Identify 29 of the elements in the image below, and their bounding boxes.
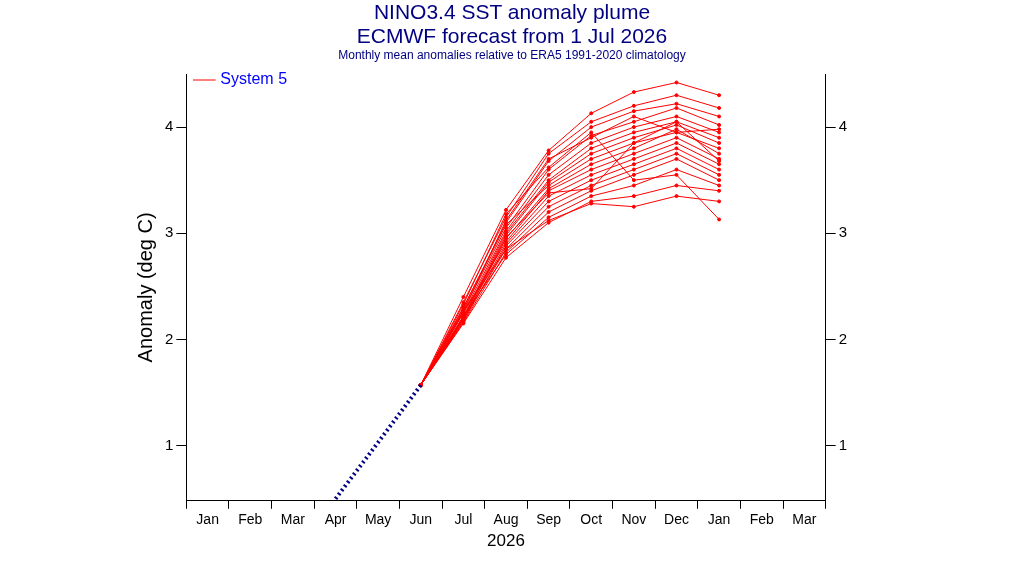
x-tick-label: Jan	[196, 511, 219, 528]
y2-tick-label: 4	[838, 117, 847, 135]
x-tick-label: Apr	[324, 511, 347, 528]
x-tick-label: Jul	[454, 511, 473, 528]
text: Monthly mean anomalies relative to ERA5 1991-2020 climatology	[337, 48, 687, 62]
x-tick-label: May	[364, 511, 392, 528]
y-tick-label: 1	[165, 435, 174, 453]
y-axis-title: Anomaly (deg C)	[133, 212, 156, 363]
legend-label: System 5	[220, 70, 288, 88]
y-tick-label: 2	[165, 329, 174, 347]
y2-tick-label: 3	[838, 223, 847, 241]
y-tick-label: 3	[165, 223, 174, 241]
y-tick-label: 4	[165, 117, 174, 135]
x-tick-label: Mar	[792, 511, 817, 528]
x-tick-label: Aug	[493, 511, 519, 528]
x-tick-label: Feb	[238, 511, 263, 528]
x-tick-label: Sep	[536, 511, 562, 528]
x-tick-label: Feb	[749, 511, 774, 528]
chart-title: NINO3.4 SST anomaly plume	[372, 0, 652, 24]
y2-tick-label: 1	[838, 435, 847, 453]
x-tick-label: Oct	[580, 511, 603, 528]
x-tick-label: Jun	[409, 511, 433, 528]
y2-tick-label: 2	[838, 329, 847, 347]
x-tick-label: Dec	[664, 511, 689, 528]
x-tick-label: Nov	[621, 511, 647, 528]
x-tick-label: Jan	[707, 511, 731, 528]
x-axis-title: 2026	[487, 531, 525, 551]
chart-subtitle: ECMWF forecast from 1 Jul 2026	[355, 24, 669, 48]
x-tick-label: Mar	[280, 511, 306, 528]
